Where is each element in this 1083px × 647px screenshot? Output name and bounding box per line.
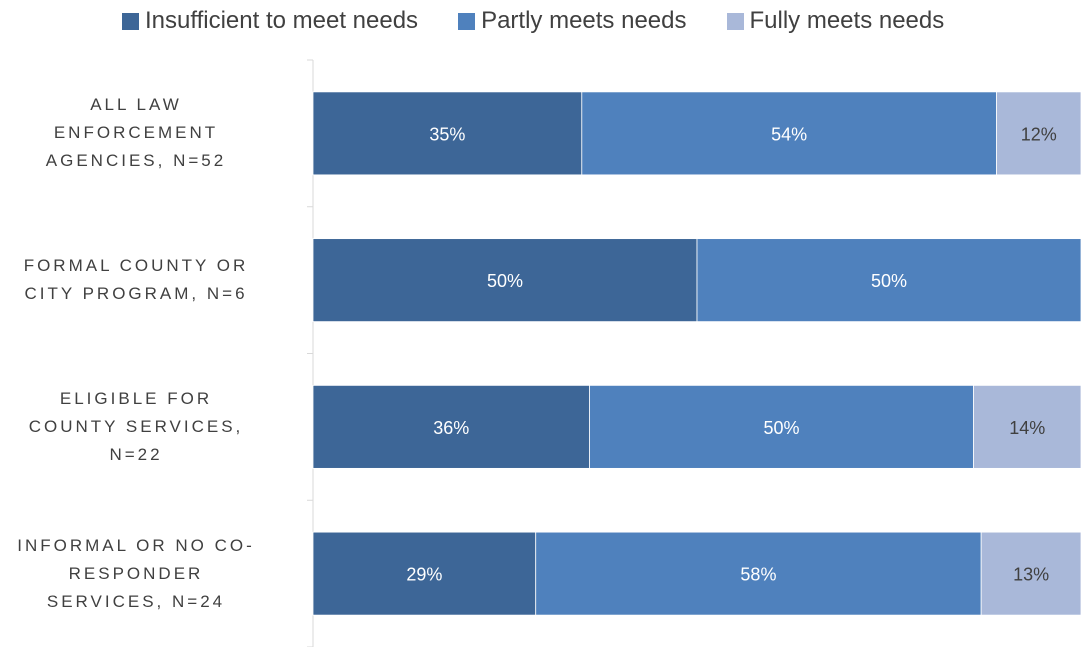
category-label-line: COUNTY SERVICES,	[28, 416, 244, 436]
category-label-line: CITY PROGRAM, N=6	[24, 284, 248, 304]
legend-item-fully: Fully meets needs	[726, 7, 945, 35]
legend-item-partly: Partly meets needs	[458, 7, 687, 35]
legend-item-insufficient: Insufficient to meet needs	[122, 7, 418, 35]
category-label-line: ENFORCEMENT	[53, 123, 219, 143]
data-label-fully-0: 12%	[1021, 124, 1057, 144]
legend: Insufficient to meet needs Partly meets …	[122, 6, 944, 36]
category-label-3: INFORMAL OR NO CO- RESPONDER SERVICES, N=2…	[0, 524, 281, 624]
data-label-insufficient-3: 29%	[406, 565, 442, 585]
legend-swatch-partly	[458, 12, 476, 30]
category-label-1: FORMAL COUNTY OR CITY PROGRAM, N=6	[0, 230, 281, 330]
data-label-insufficient-2: 36%	[433, 418, 469, 438]
category-label-line: ALL LAW	[90, 95, 182, 115]
data-label-partly-1: 50%	[871, 271, 907, 291]
category-label-line: SERVICES, N=24	[46, 591, 226, 611]
category-label-2: ELIGIBLE FOR COUNTY SERVICES, N=22	[0, 377, 281, 477]
legend-swatch-fully	[726, 12, 744, 30]
bar-segment-insufficient-3	[312, 531, 537, 616]
category-label-line: FORMAL COUNTY OR	[23, 256, 249, 276]
category-label-line: INFORMAL OR NO CO-	[17, 535, 255, 555]
category-label-line: N=22	[109, 444, 163, 464]
data-label-partly-0: 54%	[771, 124, 807, 144]
legend-label-fully: Fully meets needs	[749, 7, 945, 34]
legend-label-partly: Partly meets needs	[481, 7, 687, 34]
data-label-partly-2: 50%	[763, 418, 799, 438]
bar-segment-partly-1	[696, 238, 1082, 323]
bar-segment-insufficient-1	[312, 238, 698, 323]
data-label-insufficient-1: 50%	[487, 271, 523, 291]
bar-segment-partly-2	[589, 384, 974, 469]
category-label-line: AGENCIES, N=52	[45, 151, 227, 171]
legend-swatch-insufficient	[122, 12, 139, 30]
bar-segment-fully-2	[973, 384, 1082, 469]
bar-segment-insufficient-0	[312, 91, 583, 176]
bar-segment-partly-0	[581, 91, 997, 176]
category-label-0: ALL LAW ENFORCEMENT AGENCIES, N=52	[0, 83, 281, 183]
bar-segment-fully-0	[996, 91, 1082, 176]
data-label-fully-3: 13%	[1013, 565, 1049, 585]
bar-segment-insufficient-2	[312, 384, 590, 469]
data-label-fully-2: 14%	[1009, 418, 1045, 438]
bar-segment-fully-3	[980, 531, 1082, 616]
data-label-partly-3: 58%	[740, 565, 776, 585]
legend-label-insufficient: Insufficient to meet needs	[145, 7, 419, 34]
category-label-line: ELIGIBLE FOR	[59, 388, 213, 408]
bar-segment-partly-3	[535, 531, 982, 616]
data-label-insufficient-0: 35%	[429, 124, 465, 144]
category-label-line: RESPONDER	[68, 563, 204, 583]
